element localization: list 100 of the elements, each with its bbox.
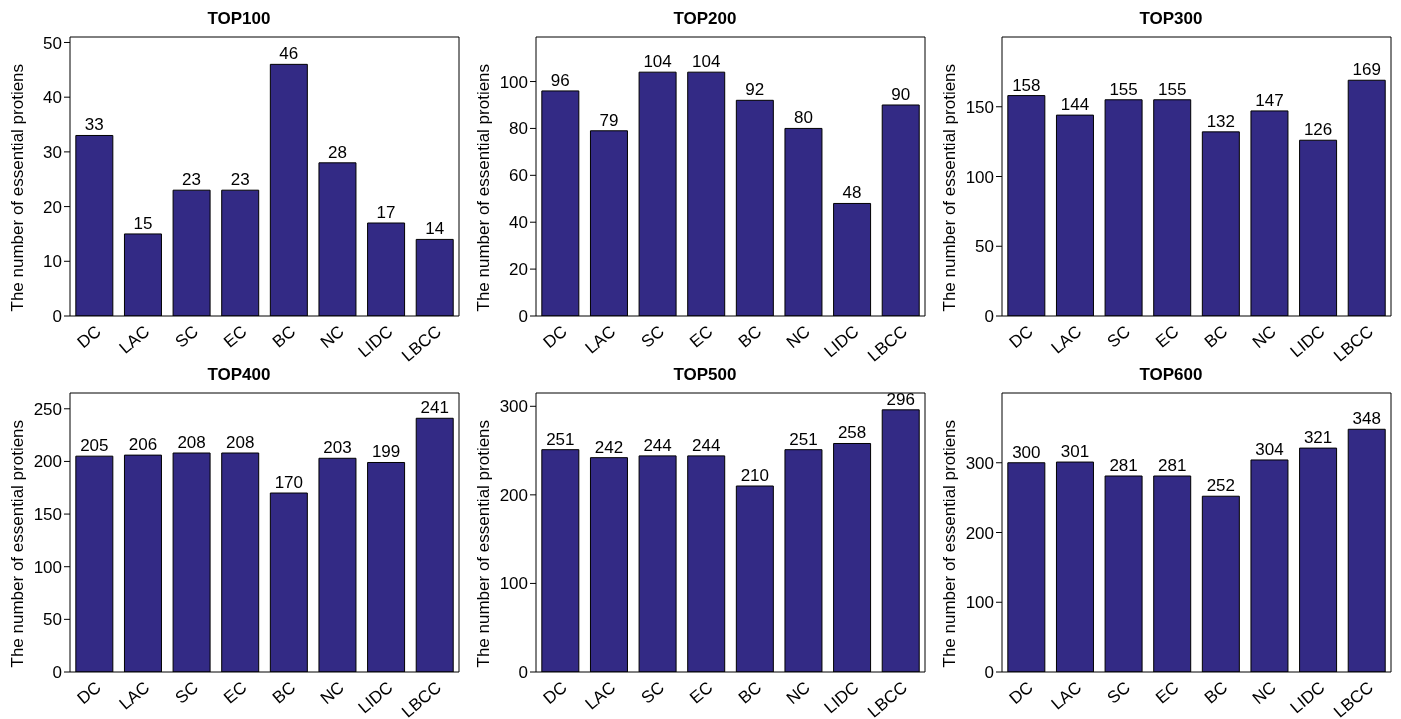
x-tick-label: SC: [1103, 321, 1134, 352]
y-tick-label: 20: [509, 260, 528, 280]
data-label: 244: [692, 435, 721, 455]
y-tick-label: 100: [965, 167, 994, 187]
data-label: 23: [230, 170, 250, 190]
x-tick-label: DC: [73, 677, 105, 709]
x-tick-label: LAC: [115, 677, 154, 714]
data-label: 79: [599, 110, 619, 130]
data-label: 281: [1158, 456, 1187, 475]
y-tick-label: 100: [965, 593, 994, 613]
data-label: 203: [323, 438, 352, 458]
y-tick-label: 10: [43, 252, 62, 272]
data-label: 147: [1255, 90, 1284, 110]
y-tick-label: 40: [43, 88, 62, 108]
y-tick-label: 200: [33, 452, 62, 472]
data-label: 90: [891, 84, 911, 104]
x-tick-label: SC: [171, 677, 202, 708]
data-label: 321: [1303, 428, 1333, 448]
x-tick-label: DC: [73, 321, 105, 353]
y-tick-label: 30: [43, 142, 62, 162]
x-tick-label: EC: [1152, 321, 1183, 352]
y-axis-title: The number of essential protiens: [940, 63, 960, 312]
x-tick-label: EC: [1152, 677, 1183, 708]
data-label: 170: [274, 473, 304, 493]
y-tick-label: 0: [984, 663, 994, 683]
y-tick-label: 0: [52, 663, 62, 683]
data-label: 252: [1206, 476, 1236, 496]
x-tick-label: LAC: [581, 321, 620, 358]
x-tick-label: LAC: [1047, 677, 1086, 714]
y-tick-label: 0: [984, 307, 994, 327]
x-tick-label: BC: [734, 677, 766, 708]
x-tick-label: NC: [316, 321, 348, 353]
data-label: 251: [546, 429, 575, 449]
x-tick-label: SC: [171, 321, 202, 352]
y-tick-label: 300: [965, 453, 994, 473]
y-tick-label: 100: [499, 72, 528, 92]
data-label: 158: [1012, 75, 1041, 95]
x-tick-label: SC: [637, 677, 668, 708]
y-tick-label: 50: [975, 237, 994, 257]
x-tick-label: NC: [1248, 321, 1280, 353]
y-axis-title: The number of essential protiens: [940, 419, 960, 668]
x-tick-label: DC: [1005, 321, 1037, 353]
y-tick-label: 50: [43, 33, 62, 53]
data-label: 242: [594, 437, 624, 457]
x-tick-label: SC: [637, 321, 668, 352]
data-label: 48: [842, 183, 862, 203]
data-label: 208: [177, 433, 206, 453]
data-label: 155: [1109, 79, 1138, 99]
x-tick-label: EC: [686, 677, 717, 708]
x-tick-label: SC: [1103, 677, 1134, 708]
y-tick-label: 80: [509, 119, 528, 139]
chart-title: TOP100: [206, 8, 272, 30]
data-label: 96: [550, 70, 570, 90]
y-axis-title: The number of essential protiens: [8, 63, 28, 312]
y-tick-label: 100: [33, 557, 62, 577]
x-tick-label: NC: [1248, 677, 1280, 709]
x-tick-label: BC: [268, 677, 300, 708]
chart-title: TOP500: [672, 364, 738, 386]
data-label: 304: [1255, 439, 1284, 459]
y-tick-label: 40: [509, 213, 528, 233]
x-tick-label: LAC: [115, 321, 154, 358]
data-label: 210: [740, 466, 770, 485]
x-tick-label: NC: [782, 321, 814, 353]
y-tick-label: 300: [499, 397, 528, 417]
data-label: 300: [1012, 442, 1041, 462]
y-tick-label: 200: [965, 523, 994, 543]
data-label: 301: [1060, 442, 1090, 462]
data-label: 14: [425, 219, 445, 239]
y-tick-label: 0: [518, 663, 528, 683]
data-label: 244: [643, 435, 672, 455]
x-tick-label: LAC: [1047, 321, 1086, 358]
data-label: 296: [886, 389, 915, 409]
y-tick-label: 100: [499, 574, 528, 594]
x-tick-label: BC: [1200, 321, 1232, 352]
y-tick-label: 200: [499, 485, 528, 505]
y-tick-label: 60: [509, 166, 528, 186]
chart-title: TOP300: [1138, 8, 1204, 30]
data-label: 104: [692, 52, 721, 72]
x-tick-label: BC: [268, 321, 300, 352]
data-label: 46: [279, 44, 299, 64]
y-tick-label: 50: [43, 610, 62, 630]
y-tick-label: 150: [965, 97, 994, 117]
data-label: 15: [133, 213, 153, 233]
data-label: 258: [837, 423, 867, 443]
x-tick-label: DC: [539, 321, 571, 353]
data-label: 80: [794, 108, 813, 128]
data-label: 92: [745, 80, 765, 100]
data-label: 28: [328, 142, 347, 162]
x-tick-label: LAC: [581, 677, 620, 714]
y-tick-label: 150: [33, 505, 62, 525]
x-tick-label: EC: [220, 321, 251, 352]
x-tick-label: NC: [782, 677, 814, 709]
data-label: 17: [376, 203, 396, 222]
y-tick-label: 0: [518, 307, 528, 327]
data-label: 169: [1352, 60, 1381, 80]
data-label: 208: [226, 433, 255, 453]
chart-title: TOP600: [1138, 364, 1204, 386]
y-tick-label: 20: [43, 197, 62, 217]
data-label: 281: [1109, 456, 1138, 475]
y-axis-title: The number of essential protiens: [474, 63, 494, 312]
